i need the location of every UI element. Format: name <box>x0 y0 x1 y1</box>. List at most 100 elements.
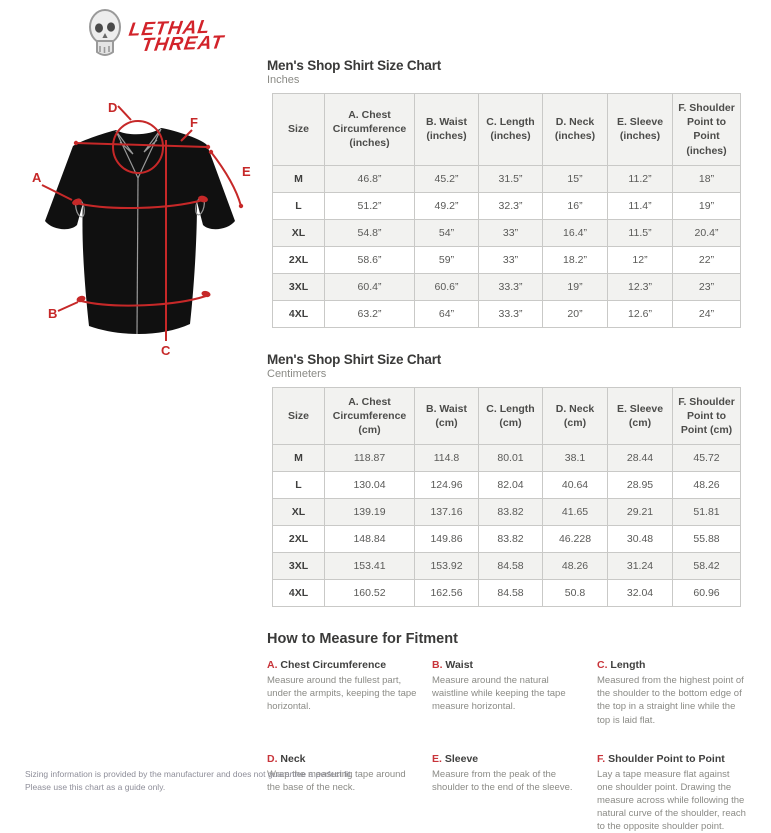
measurement-cell: 16” <box>542 191 608 220</box>
measurement-cell: 12.3” <box>607 272 673 301</box>
measurement-cell: 51.81 <box>672 498 741 527</box>
neck-line-d <box>112 120 164 174</box>
measurement-cell: 50.8 <box>542 579 608 608</box>
measurement-cell: 59” <box>414 245 479 274</box>
cm-chart-subtitle: Centimeters <box>267 367 327 380</box>
measurement-cell: 83.82 <box>478 498 543 527</box>
inches-chart-subtitle: Inches <box>267 74 300 86</box>
size-row: L 130.04 124.96 82.04 40.64 28.95 48.26 <box>272 471 741 500</box>
how-to-measure-section: How to Measure for Fitment A. Chest Circ… <box>267 631 746 833</box>
measure-item-text: Measured from the highest point of the s… <box>597 675 744 726</box>
measurement-cell: 149.86 <box>414 525 479 554</box>
disclaimer-line2: Please use this chart as a guide only. <box>25 781 166 792</box>
measurement-cell: 51.2” <box>324 191 415 220</box>
measurement-cell: 162.56 <box>414 579 479 608</box>
measurement-cell: 49.2” <box>414 191 479 220</box>
shoulder-line-f <box>75 142 208 148</box>
measurement-cell: 41.65 <box>542 498 608 527</box>
measure-item-text: Lay a tape measure flat against one shou… <box>597 768 746 833</box>
measure-item-title: F. Shoulder Point to Point <box>597 753 747 765</box>
measurement-cell: 18.2” <box>542 245 608 274</box>
size-label-cell: XL <box>272 498 325 527</box>
measurement-cell: 12.6” <box>607 299 673 328</box>
measurement-cell: 29.21 <box>607 498 673 527</box>
measurement-cell: 60.96 <box>672 579 741 608</box>
measure-item-text: Measure from the peak of the shoulder to… <box>432 768 573 793</box>
label-f: F <box>190 115 198 130</box>
measure-item-letter: E. <box>432 752 445 765</box>
column-header: Size <box>272 93 325 166</box>
column-header: Size <box>272 386 325 446</box>
column-header: E. Sleeve (cm) <box>607 386 673 446</box>
size-label-cell: 3XL <box>272 272 325 301</box>
measurement-cell: 82.04 <box>478 471 543 500</box>
measure-item-text: Wrap the measuring tape around the base … <box>267 768 406 793</box>
label-b: B <box>48 306 57 321</box>
shirt-diagram-graphic: D F E A B C <box>32 100 251 358</box>
measurement-cell: 58.42 <box>672 552 741 581</box>
column-header: D. Neck (inches) <box>542 93 608 166</box>
column-header: C. Length (inches) <box>478 93 543 166</box>
measurement-cell: 55.88 <box>672 525 741 554</box>
size-row: L 51.2” 49.2” 32.3” 16” 11.4” 19” <box>272 191 741 220</box>
cm-size-table: Size A. Chest Circumference (cm) B. Waist … <box>272 386 743 608</box>
measure-item: C. Length Measured from the highest point… <box>597 659 747 726</box>
measurement-cell: 48.26 <box>672 471 741 500</box>
inches-size-table: Size A. Chest Circumference (inches) B. Wa… <box>272 93 743 328</box>
measurement-cell: 130.04 <box>324 471 415 500</box>
measurement-cell: 31.24 <box>607 552 673 581</box>
measurement-cell: 148.84 <box>324 525 415 554</box>
measurement-cell: 33” <box>478 245 543 274</box>
measurement-cell: 24” <box>672 299 741 328</box>
size-table: Size A. Chest Circumference (inches) B. Wa… <box>272 93 741 328</box>
measurement-cell: 28.95 <box>607 471 673 500</box>
column-header: F. Shoulder Point to Point (cm) <box>672 386 741 446</box>
measure-item-letter: B. <box>432 659 446 672</box>
measure-item-text: Measure around the fullest part, under t… <box>267 675 417 713</box>
measurement-cell: 33” <box>478 218 543 247</box>
size-table: Size A. Chest Circumference (cm) B. Waist … <box>272 386 741 608</box>
measurement-cell: 12” <box>607 245 673 274</box>
measurement-cell: 22” <box>672 245 741 274</box>
sleeve-line-e <box>210 151 242 207</box>
measure-item-letter: F. <box>597 752 609 765</box>
measurement-cell: 19” <box>542 272 608 301</box>
measurement-line-ends <box>72 140 244 303</box>
measurement-cell: 20.4” <box>672 218 741 247</box>
size-row: XL 54.8” 54” 33” 16.4” 11.5” 20.4” <box>272 218 741 247</box>
size-label-cell: L <box>272 471 325 500</box>
column-header: C. Length (cm) <box>478 386 543 446</box>
label-c: C <box>161 343 171 358</box>
size-label-cell: M <box>272 444 325 473</box>
measure-item-title: A. Chest Circumference <box>267 659 417 671</box>
column-header: A. Chest Circumference (inches) <box>324 93 415 166</box>
measurement-cell: 54.8” <box>324 218 415 247</box>
measurement-cell: 33.3” <box>478 272 543 301</box>
measurement-cell: 23” <box>672 272 741 301</box>
measure-item: D. Neck Wrap the measuring tape around th… <box>267 753 417 833</box>
measurement-cell: 11.5” <box>607 218 673 247</box>
measurement-cell: 33.3” <box>478 299 543 328</box>
measurement-cell: 83.82 <box>478 525 543 554</box>
measurement-cell: 118.87 <box>324 444 415 473</box>
shirt-measurement-diagram: D F E A B C <box>20 90 260 360</box>
measure-item-title: B. Waist <box>432 659 582 671</box>
measure-item-name: Length <box>610 659 646 672</box>
measure-item-text: Measure around the natural waistline whi… <box>432 675 566 713</box>
measurement-cell: 15” <box>542 164 608 193</box>
size-chart-column: Men's Shop Shirt Size Chart Inches Size A… <box>267 58 746 833</box>
measure-item: B. Waist Measure around the natural waist… <box>432 659 582 726</box>
measurement-cell: 46.228 <box>542 525 608 554</box>
measurement-cell: 84.58 <box>478 552 543 581</box>
brand-line2: THREAT <box>140 31 226 56</box>
measurement-cell: 11.4” <box>607 191 673 220</box>
measurement-cell: 32.3” <box>478 191 543 220</box>
brand-name: LETHAL THREAT <box>126 17 228 56</box>
measurement-cell: 124.96 <box>414 471 479 500</box>
size-label-cell: 4XL <box>272 299 325 328</box>
measurement-cell: 46.8” <box>324 164 415 193</box>
size-label-cell: 3XL <box>272 552 325 581</box>
measurement-letter-labels: D F E A B C <box>32 100 251 358</box>
measure-item: E. Sleeve Measure from the peak of the sh… <box>432 753 582 833</box>
size-label-cell: L <box>272 191 325 220</box>
